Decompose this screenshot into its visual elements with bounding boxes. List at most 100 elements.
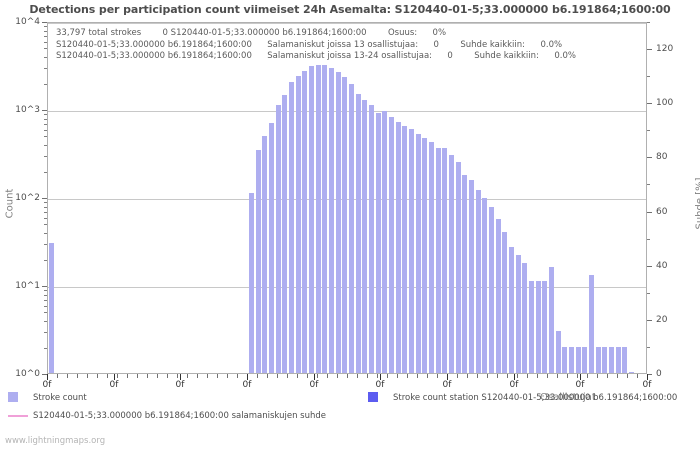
x-tick-minor [267,374,268,378]
bar [282,94,288,373]
y-tick-right [647,103,652,104]
bar [382,111,388,373]
x-tick-label: 0f [509,380,519,390]
x-tick-minor [607,374,608,378]
x-tick-major [647,374,648,380]
y-tick-minor-left [44,124,47,125]
y-tick-minor-left [44,114,47,115]
bar [562,346,568,373]
x-tick-minor [597,374,598,378]
y-tick-right [647,49,652,50]
y-tick-label-right: 120 [656,44,674,54]
x-tick-minor [307,374,308,378]
station-id-3: S120440-01-5;33.000000 b6.191864;1600:00 [56,51,252,61]
bar [448,155,454,373]
y-tick-minor-left [44,156,47,157]
bar [462,174,468,373]
x-tick-minor [187,374,188,378]
y-tick-minor-left [44,145,47,146]
y-tick-minor-left [44,218,47,219]
legend-label: Stroke count station S120440-01-5;33.000… [393,393,678,403]
y-tick-minor-left [44,136,47,137]
y-tick-minor-left [44,36,47,37]
x-tick-minor [327,374,328,378]
x-tick-minor [377,374,378,378]
annotation-line-2: S120440-01-5;33.000000 b6.191864;1600:00… [56,40,576,52]
x-tick-minor [277,374,278,378]
y-tick-right [647,374,652,375]
y-tick-label-right: 40 [656,261,668,271]
y-tick-minor-left [44,300,47,301]
bar [628,372,634,373]
x-tick-minor [537,374,538,378]
bar [388,116,394,373]
gridline [48,23,646,24]
y-tick-minor-left [44,312,47,313]
y-tick-minor-left [44,119,47,120]
x-tick-minor [147,374,148,378]
bar [468,180,474,373]
bar [308,66,314,373]
y-tick-minor-left [44,48,47,49]
y-tick-left [42,22,47,23]
y-tick-minor-left [44,202,47,203]
bar [442,148,448,373]
y-tick-minor-left [44,321,47,322]
legend-box-swatch-icon [368,392,378,402]
x-tick-major [580,374,581,380]
bar [302,71,308,373]
y-tick-left [42,286,47,287]
x-tick-minor [627,374,628,378]
total-strokes-text: 33,797 total strokes [56,28,142,38]
bar [415,134,421,373]
participants-13-24-label: Salamaniskut joissa 13-24 osallistujaa: [267,51,433,61]
x-tick-minor [137,374,138,378]
x-tick-minor [587,374,588,378]
x-tick-minor [317,374,318,378]
x-tick-minor [497,374,498,378]
bar [402,126,408,373]
x-tick-minor [567,374,568,378]
x-tick-minor [457,374,458,378]
x-tick-minor [97,374,98,378]
bar [428,142,434,373]
bar [328,68,334,373]
bar [568,346,574,373]
x-tick-minor [527,374,528,378]
y-tick-label-right: 100 [656,98,674,108]
y-tick-label-right: 0 [656,369,662,379]
bar [582,346,588,373]
x-tick-minor [467,374,468,378]
bar [502,232,508,373]
x-tick-minor [487,374,488,378]
bar [288,81,294,373]
bar [48,243,54,373]
x-tick-minor [397,374,398,378]
x-tick-major [114,374,115,380]
x-tick-minor [77,374,78,378]
y-tick-minor-left [44,306,47,307]
x-tick-minor [87,374,88,378]
y-tick-right [647,212,652,213]
bar [322,64,328,373]
y-tick-minor-left [44,290,47,291]
x-tick-minor [557,374,558,378]
bar [508,247,514,373]
bar [342,77,348,373]
y-tick-label-left: 10^4 [15,17,40,27]
bar [248,192,254,373]
annotation-line-3: S120440-01-5;33.000000 b6.191864;1600:00… [56,51,576,63]
participants-13-label: Salamaniskut joissa 13 osallistujaa: [267,39,419,50]
participants-13-value: 0 [433,39,439,50]
bar [602,346,608,373]
x-tick-minor [407,374,408,378]
y-tick-minor-left [44,233,47,234]
x-tick-minor [547,374,548,378]
bar [528,281,534,373]
x-tick-minor [167,374,168,378]
x-tick-minor [177,374,178,378]
x-tick-minor [347,374,348,378]
bar [355,93,361,373]
bar [275,105,281,373]
x-tick-minor [297,374,298,378]
